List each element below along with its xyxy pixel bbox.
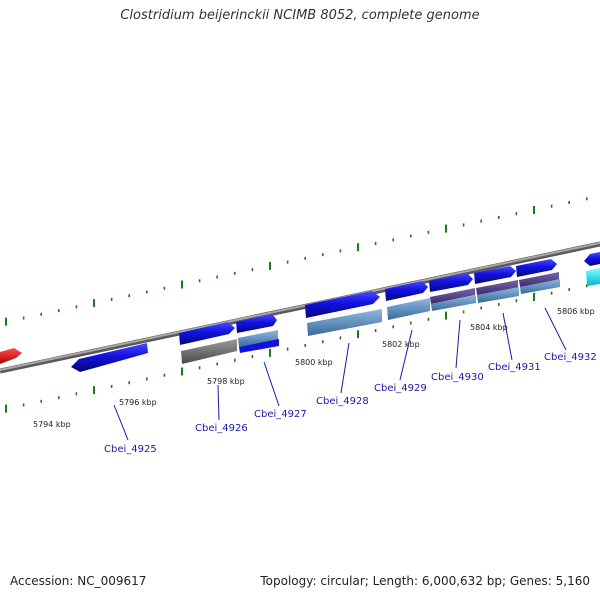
scale-label-5802: 5802 kbp bbox=[382, 340, 420, 349]
gene-label-cbei-4930: Cbei_4930 bbox=[431, 372, 484, 383]
label-connectors bbox=[113, 307, 567, 441]
scale-ticks-outer bbox=[5, 197, 588, 326]
topology-text: Topology: circular; Length: 6,000,632 bp… bbox=[260, 574, 590, 588]
gene-cbei-4931[interactable] bbox=[474, 266, 519, 303]
scale-label-5806: 5806 kbp bbox=[557, 307, 595, 316]
map-title: Clostridium beijerinckii NCIMB 8052, com… bbox=[120, 8, 480, 23]
gene-label-cbei-4925: Cbei_4925 bbox=[104, 444, 157, 455]
scale-ticks-inner bbox=[5, 284, 588, 413]
accession-text: Accession: NC_009617 bbox=[10, 574, 147, 588]
scale-label-5800: 5800 kbp bbox=[295, 358, 333, 367]
gene-label-cbei-4932: Cbei_4932 bbox=[544, 352, 597, 363]
scale-label-5798: 5798 kbp bbox=[207, 377, 245, 386]
gene-label-cbei-4927: Cbei_4927 bbox=[254, 409, 307, 420]
gene-label-cbei-4931: Cbei_4931 bbox=[488, 362, 541, 373]
gene-right-edge bbox=[584, 252, 600, 286]
scale-label-5796: 5796 kbp bbox=[119, 398, 157, 407]
scale-label-5804: 5804 kbp bbox=[470, 323, 508, 332]
gene-label-cbei-4926: Cbei_4926 bbox=[195, 423, 248, 434]
rna-feature-red bbox=[0, 348, 22, 364]
gene-cbei-4926[interactable] bbox=[179, 322, 237, 364]
gene-cbei-4927[interactable] bbox=[236, 314, 279, 353]
gene-label-cbei-4928: Cbei_4928 bbox=[316, 396, 369, 407]
gene-label-cbei-4929: Cbei_4929 bbox=[374, 383, 427, 394]
gene-cbei-4932[interactable] bbox=[516, 259, 560, 294]
backbone-line bbox=[0, 241, 600, 374]
gene-cbei-4930[interactable] bbox=[429, 273, 476, 311]
gene-cbei-4928[interactable] bbox=[305, 291, 382, 336]
gene-cbei-4929[interactable] bbox=[385, 281, 430, 320]
scale-label-5794: 5794 kbp bbox=[33, 420, 71, 429]
gene-cbei-4925[interactable] bbox=[71, 343, 148, 372]
